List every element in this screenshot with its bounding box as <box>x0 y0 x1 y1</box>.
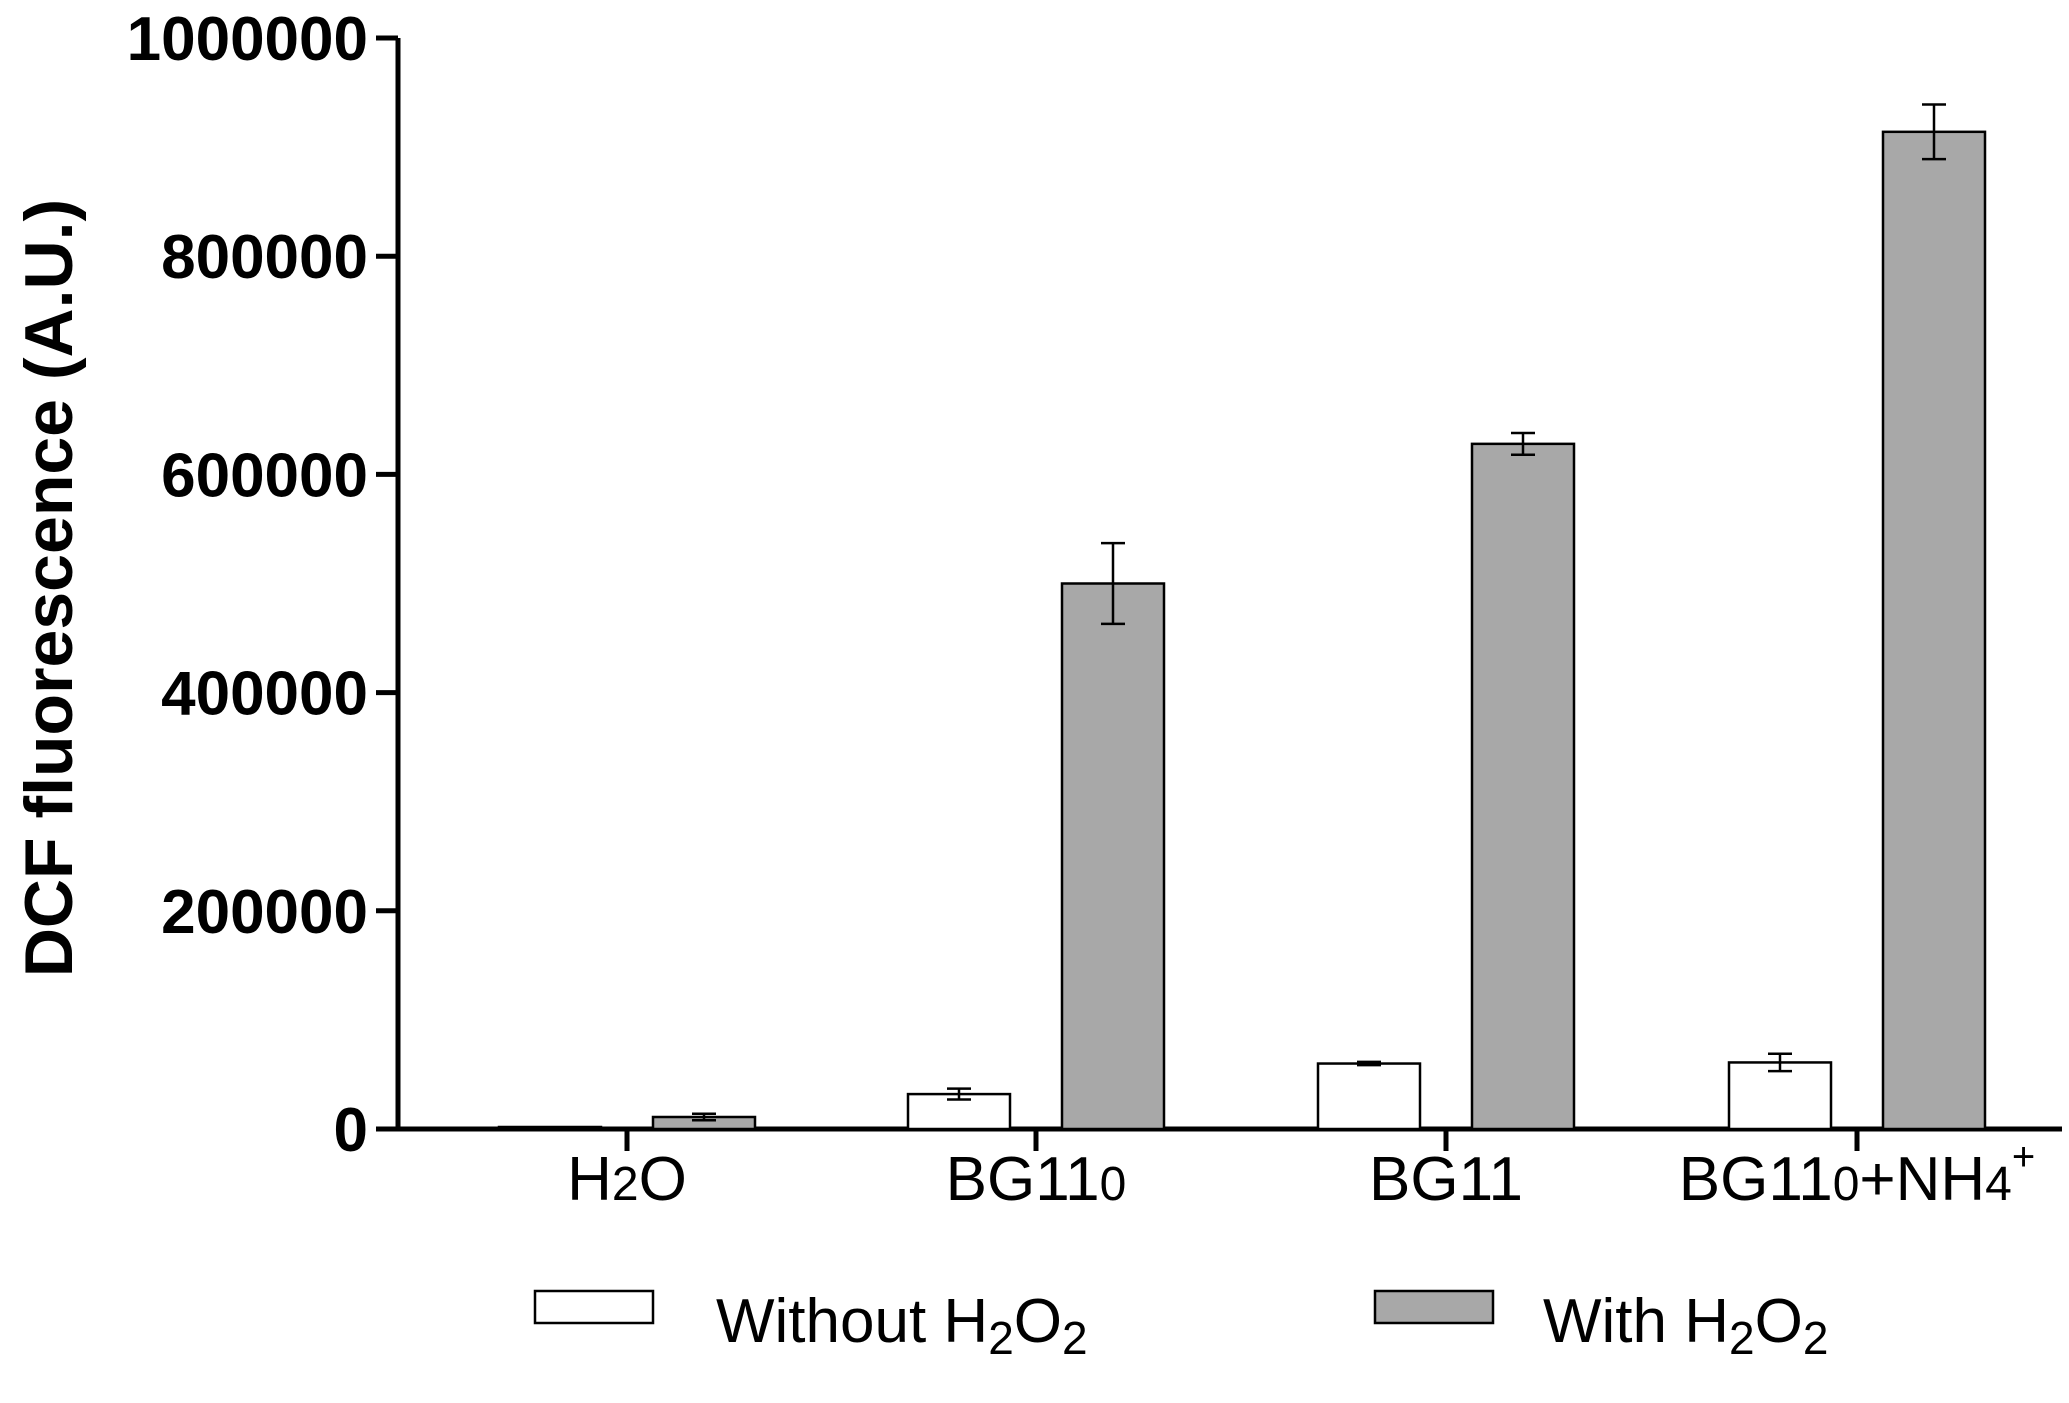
y-tick-label: 0 <box>334 1096 368 1165</box>
legend-label-without-h2o2: Without H2O2 <box>716 1287 1088 1364</box>
y-tick-label: 800000 <box>161 223 368 292</box>
legend-swatch-without-h2o2 <box>533 1289 655 1325</box>
bar-without-h2o2 <box>1727 1061 1833 1131</box>
x-tick-label: BG11 <box>1369 1145 1523 1214</box>
legend-swatch-with-h2o2 <box>1373 1289 1495 1325</box>
bar-without-h2o2 <box>1316 1062 1422 1131</box>
x-tick-label: BG110+NH4+ <box>1679 1135 2035 1214</box>
y-tick-labels: 0 200000 400000 600000 800000 1000000 <box>127 5 368 1165</box>
legend: Without H2O2 With H2O2 <box>533 1287 1828 1364</box>
y-tick-label: 1000000 <box>127 5 368 74</box>
y-axis-label: DCF fluorescence (A.U.) <box>11 199 87 977</box>
y-tick-label: 400000 <box>161 660 368 729</box>
x-tick-label: H2O <box>567 1145 687 1214</box>
y-tick-label: 600000 <box>161 441 368 510</box>
x-tick-labels: H2O BG110 BG11 BG110+NH4+ <box>567 1135 2035 1214</box>
legend-label-with-h2o2: With H2O2 <box>1543 1287 1828 1364</box>
error-bars <box>538 103 1946 1130</box>
bars <box>497 130 1987 1131</box>
axes <box>376 35 2062 1151</box>
bar-with-h2o2 <box>1881 130 1987 1131</box>
bar-with-h2o2 <box>1060 582 1166 1131</box>
y-tick-label: 200000 <box>161 878 368 947</box>
x-tick-label: BG110 <box>946 1145 1127 1214</box>
bar-with-h2o2 <box>1470 442 1576 1131</box>
